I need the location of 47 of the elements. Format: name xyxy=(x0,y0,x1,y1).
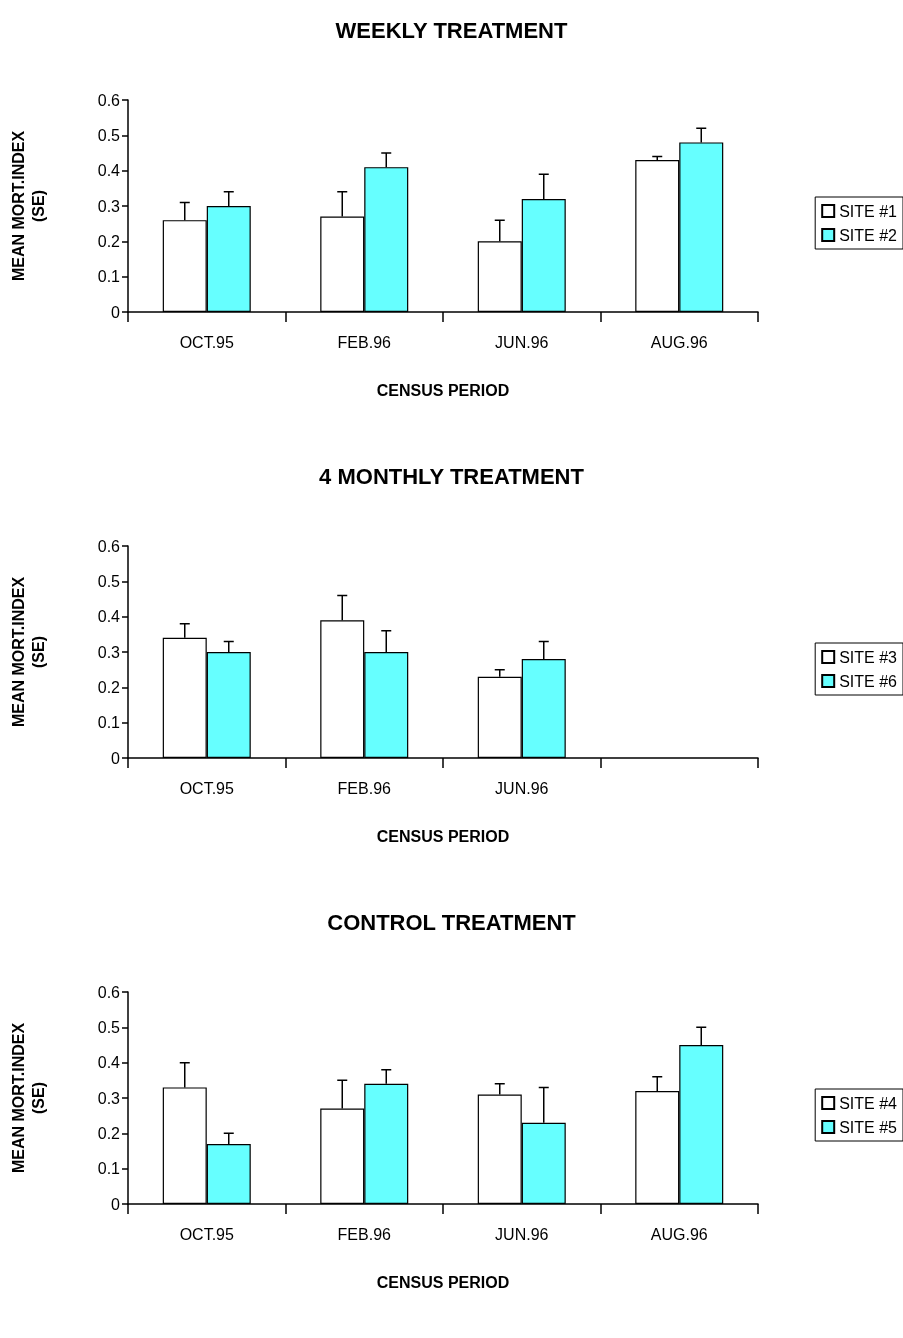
y-tick-label: 0.4 xyxy=(97,1054,121,1072)
y-tick-label: 0.4 xyxy=(97,608,121,626)
y-tick-label: 0 xyxy=(111,303,121,321)
x-tick-label: OCT.95 xyxy=(179,779,234,797)
y-tick-label: 0.2 xyxy=(97,232,121,250)
x-tick-label: JUN.96 xyxy=(495,333,549,351)
chart-title: CONTROL TREATMENT xyxy=(327,909,577,935)
legend-label: SITE #2 xyxy=(839,226,898,244)
y-tick-label: 0.6 xyxy=(97,537,121,555)
y-axis-title: MEAN MORT.INDEX (SE) xyxy=(9,1022,47,1174)
x-tick-label: AUG.96 xyxy=(650,1225,708,1243)
y-tick-label: 0.6 xyxy=(97,983,121,1001)
y-tick-label: 0.1 xyxy=(97,714,121,732)
y-tick-label: 0.5 xyxy=(97,1018,121,1036)
x-tick-label: FEB.96 xyxy=(337,1225,392,1243)
x-tick-label: JUN.96 xyxy=(495,1225,549,1243)
x-tick-label: FEB.96 xyxy=(337,333,392,351)
y-axis-title: MEAN MORT.INDEX (SE) xyxy=(9,576,47,728)
x-tick-label: JUN.96 xyxy=(495,779,549,797)
legend-label: SITE #3 xyxy=(839,648,898,666)
y-tick-label: 0.3 xyxy=(97,197,121,215)
y-tick-label: 0.5 xyxy=(97,126,121,144)
y-tick-label: 0 xyxy=(111,1195,121,1213)
y-axis-title: MEAN MORT.INDEX (SE) xyxy=(9,130,47,282)
chart-title: 4 MONTHLY TREATMENT xyxy=(319,463,585,489)
x-axis-title: CENSUS PERIOD xyxy=(376,827,510,845)
x-tick-label: AUG.96 xyxy=(650,333,708,351)
y-tick-label: 0.4 xyxy=(97,162,121,180)
legend-label: SITE #5 xyxy=(839,1118,898,1136)
y-tick-label: 0.1 xyxy=(97,268,121,286)
y-tick-label: 0.1 xyxy=(97,1160,121,1178)
chart-title: WEEKLY TREATMENT xyxy=(335,17,568,43)
x-tick-label: OCT.95 xyxy=(179,1225,234,1243)
y-tick-label: 0.5 xyxy=(97,572,121,590)
x-axis-title: CENSUS PERIOD xyxy=(376,381,510,399)
legend-label: SITE #4 xyxy=(839,1094,898,1112)
x-tick-label: OCT.95 xyxy=(179,333,234,351)
y-tick-label: 0.2 xyxy=(97,1124,121,1142)
y-tick-label: 0.3 xyxy=(97,643,121,661)
x-tick-label: FEB.96 xyxy=(337,779,392,797)
y-tick-label: 0.2 xyxy=(97,678,121,696)
y-tick-label: 0 xyxy=(111,749,121,767)
legend-label: SITE #6 xyxy=(839,672,898,690)
y-tick-label: 0.3 xyxy=(97,1089,121,1107)
y-tick-label: 0.6 xyxy=(97,91,121,109)
legend-label: SITE #1 xyxy=(839,202,898,220)
x-axis-title: CENSUS PERIOD xyxy=(376,1273,510,1291)
